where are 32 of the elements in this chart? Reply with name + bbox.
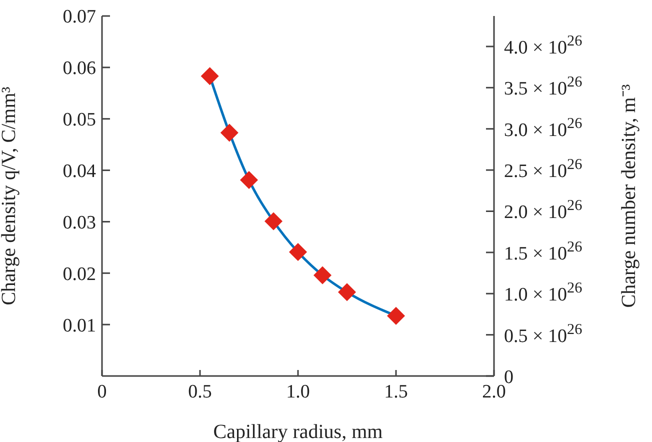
x-tick-label: 0 (97, 381, 107, 402)
x-tick-label: 0.5 (188, 381, 212, 402)
y2-tick-label: 2.5 × 10$^{26}$ (504, 156, 583, 182)
point (387, 306, 405, 325)
y-tick-label: 0.01 (62, 315, 96, 336)
point (220, 124, 238, 142)
x-tick-label: 2.0 (482, 381, 506, 402)
y2-tick-label: 3.5 × 10$^{26}$ (504, 73, 583, 100)
y2-tick-label: 0.5 × 10$^{26}$ (504, 320, 583, 347)
y2-tick-label: 4.0 × 10$^{26}$ (504, 32, 583, 58)
point (240, 171, 258, 190)
y-tick-label: 0.02 (62, 264, 96, 285)
y2-axis-title: Charge number density, m⁻³ (618, 84, 640, 308)
y-tick-label: 0.06 (62, 58, 96, 80)
point (338, 283, 356, 302)
point (264, 212, 282, 230)
y-tick-label: 0.03 (62, 212, 96, 234)
y2-tick-label: 3.0 × 10$^{26}$ (504, 114, 583, 141)
y2-tick-label: 0 (504, 367, 514, 388)
y-tick-label: 0.05 (62, 110, 96, 131)
y-tick-label: 0.04 (62, 161, 96, 182)
y2-tick-label: 1.0 × 10$^{26}$ (504, 279, 583, 306)
y-tick-label: 0.07 (62, 6, 96, 28)
y-axis-title: Charge density q/V, C/mm³ (0, 86, 20, 306)
point (314, 266, 332, 284)
y2-tick-label: 1.5 × 10$^{26}$ (504, 238, 583, 264)
point (289, 243, 307, 262)
y2-tick-label: 2.0 × 10$^{26}$ (504, 196, 583, 224)
x-axis-title: Capillary radius, mm (213, 421, 384, 442)
x-tick-label: 1.5 (384, 381, 408, 402)
x-tick-label: 1.0 (286, 381, 310, 402)
point (200, 67, 219, 86)
